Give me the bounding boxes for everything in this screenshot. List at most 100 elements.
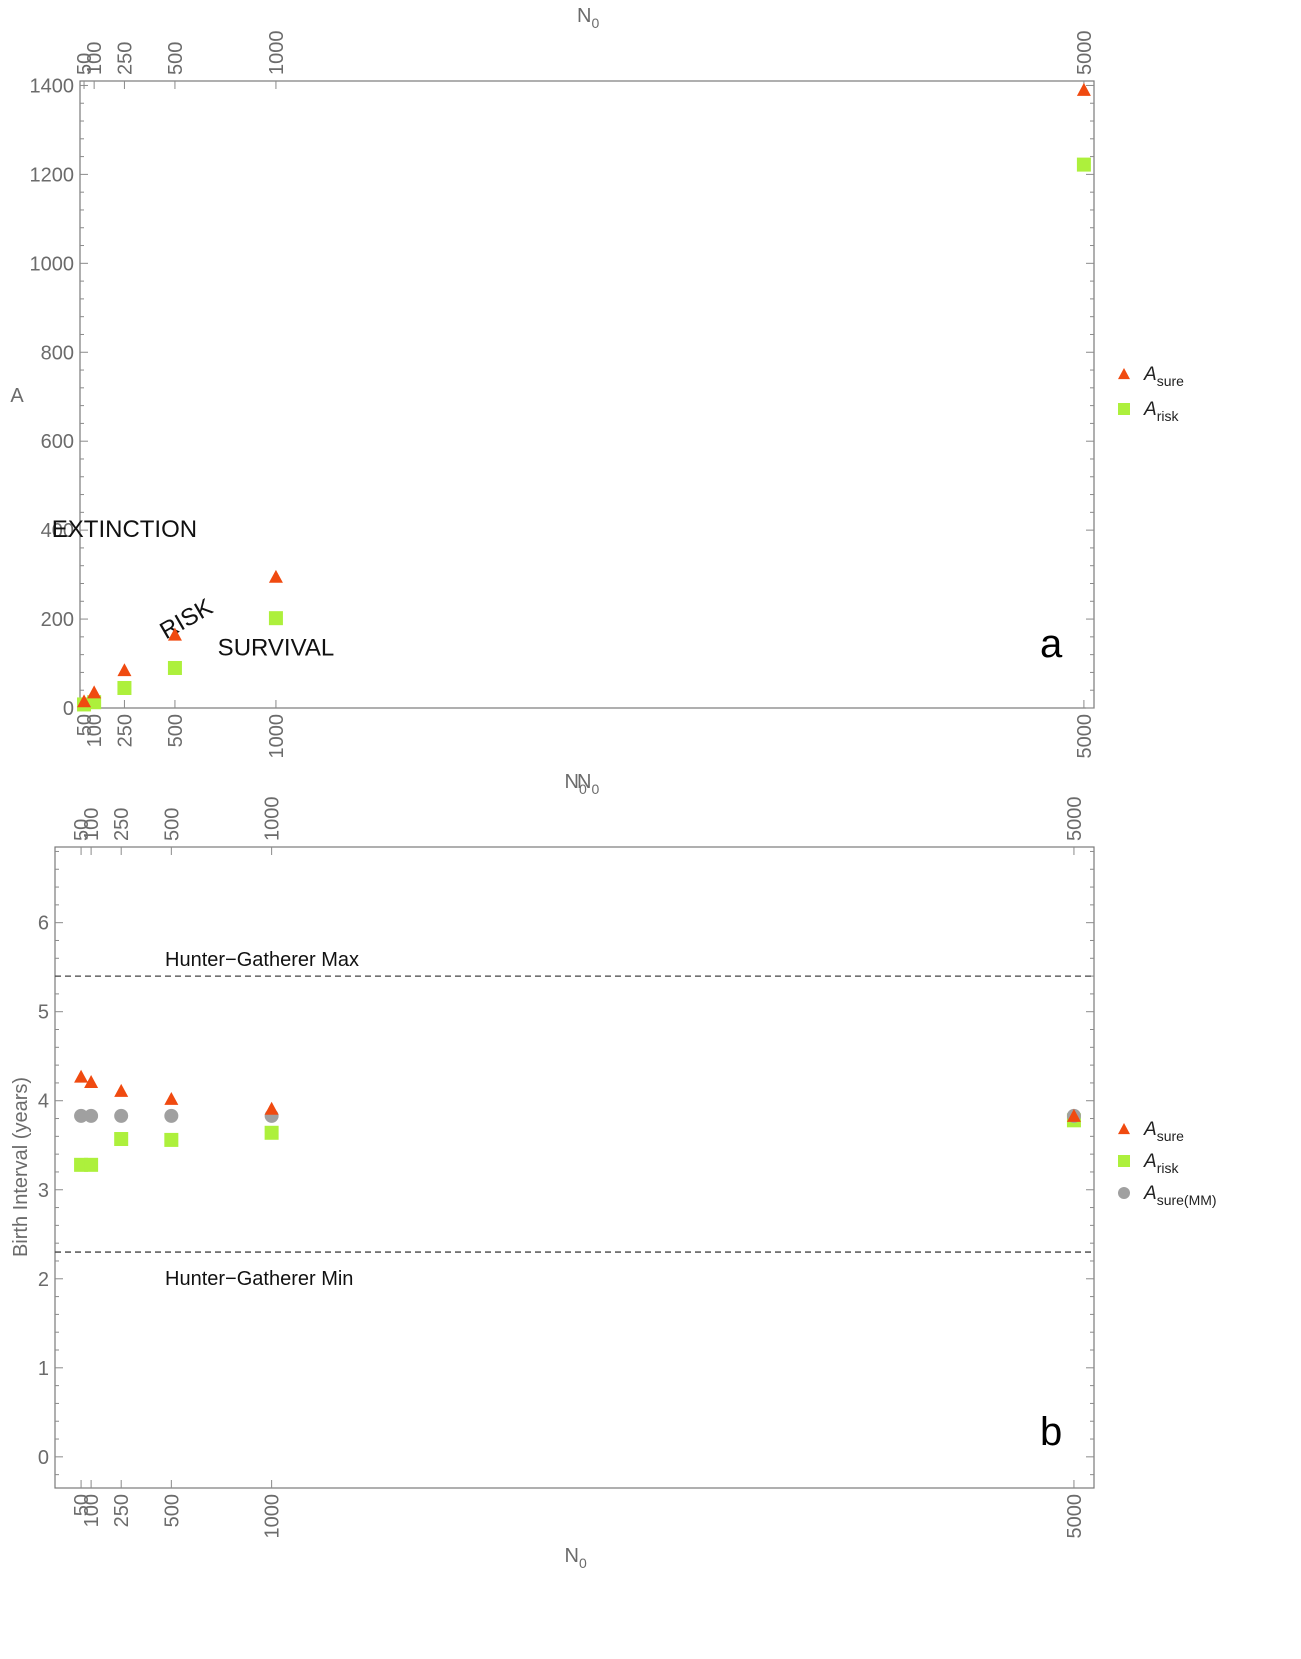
panel-a-chart: 0200400600800100012001400505010010025025…: [10, 5, 1184, 797]
legend-entry-label: Asure(MM): [1143, 1183, 1217, 1208]
reference-line-label: Hunter−Gatherer Max: [165, 949, 359, 971]
x-tick-label-top: 1000: [262, 797, 284, 842]
panel-letter: b: [1040, 1410, 1062, 1454]
x-axis-title-top-sub: 0: [579, 781, 587, 797]
data-point-triangle: [1076, 82, 1091, 96]
data-point-triangle: [117, 663, 132, 677]
data-point-square: [264, 1125, 279, 1140]
x-tick-label-top: 100: [84, 42, 106, 75]
panel-b-chart: 0123456505010010025025050050010001000500…: [10, 771, 1217, 1571]
y-tick-label: 0: [38, 1447, 49, 1469]
y-tick-label: 1200: [30, 164, 75, 186]
legend-marker-square: [1118, 1155, 1130, 1167]
data-point-triangle: [167, 627, 182, 641]
x-tick-label-bottom: 100: [81, 1494, 103, 1527]
x-tick-label-top: 500: [161, 808, 183, 841]
x-tick-label-top: 5000: [1074, 31, 1096, 76]
x-tick-label-bottom: 5000: [1064, 1494, 1086, 1539]
x-tick-label-top: 1000: [266, 31, 288, 76]
x-tick-label-bottom: 5000: [1074, 714, 1096, 759]
y-axis-title: A: [10, 385, 24, 407]
x-tick-label-top: 100: [81, 808, 103, 841]
plot-frame: [79, 80, 1095, 709]
data-point-triangle: [114, 1083, 129, 1097]
x-tick-label-top: 250: [114, 42, 136, 75]
legend-entry-label: Asure: [1143, 364, 1184, 389]
x-tick-label-top: 250: [111, 808, 133, 841]
region-annotation: SURVIVAL: [218, 635, 335, 662]
y-tick-label: 400: [41, 520, 74, 542]
data-point-circle: [74, 1108, 89, 1123]
data-point-triangle: [264, 1101, 279, 1115]
x-axis-title-top-main: N: [565, 771, 579, 793]
x-tick-label-top: 5000: [1064, 797, 1086, 842]
y-tick-label: 1000: [30, 253, 75, 275]
data-point-circle: [164, 1108, 179, 1123]
y-tick-label: 800: [41, 342, 74, 364]
x-axis-title-bottom-sub: 0: [579, 1555, 587, 1571]
legend-entry-label-main: A: [1143, 399, 1157, 420]
x-axis-title-top-sub: 0: [591, 15, 599, 31]
data-point-circle: [84, 1108, 99, 1123]
data-point-triangle: [164, 1091, 179, 1105]
data-point-square: [114, 1132, 129, 1147]
x-axis-title-bottom-main: N: [577, 771, 591, 793]
x-tick-label-top: 50: [71, 819, 93, 841]
x-axis-title-bottom: N0: [565, 1545, 587, 1571]
legend-marker-circle: [1118, 1187, 1130, 1199]
x-axis-title-bottom-main: N: [565, 1545, 579, 1567]
x-axis-title-bottom-sub: 0: [591, 781, 599, 797]
y-tick-label: 4: [38, 1091, 49, 1113]
data-point-triangle: [87, 685, 102, 699]
reference-line-label: Hunter−Gatherer Min: [165, 1268, 353, 1290]
y-tick-label: 1400: [30, 75, 75, 97]
y-axis-title: Birth Interval (years): [10, 1077, 32, 1257]
panel-letter: a: [1040, 622, 1063, 666]
data-point-square: [84, 1157, 99, 1172]
x-tick-label-bottom: 50: [74, 714, 96, 736]
data-point-triangle: [84, 1075, 99, 1088]
legend-entry-label-main: A: [1143, 1151, 1157, 1172]
y-tick-label: 600: [41, 431, 74, 453]
data-point-square: [167, 660, 182, 675]
plot-frame: [54, 846, 1095, 1489]
x-axis-title-top: N0: [565, 771, 587, 797]
legend-entry-label-main: A: [1143, 1183, 1157, 1204]
legend-entry-label: Asure: [1143, 1119, 1184, 1144]
y-tick-label: 2: [38, 1269, 49, 1291]
data-point-square: [87, 695, 102, 710]
data-point-square: [1076, 157, 1091, 172]
x-tick-label-bottom: 250: [111, 1494, 133, 1527]
data-point-square: [117, 680, 132, 695]
y-tick-label: 5: [38, 1002, 49, 1024]
legend-entry-label: Arisk: [1143, 1151, 1179, 1176]
x-tick-label-bottom: 500: [161, 1494, 183, 1527]
data-point-triangle: [268, 569, 283, 583]
legend-entry-label-main: A: [1143, 364, 1157, 385]
data-point-triangle: [1066, 1108, 1081, 1122]
legend-entry-label-main: A: [1143, 1119, 1157, 1140]
x-axis-title-top-main: N: [577, 5, 591, 27]
data-point-triangle: [74, 1069, 89, 1083]
y-tick-label: 3: [38, 1180, 49, 1202]
legend-entry-label-sub: sure: [1157, 1128, 1184, 1144]
y-tick-label: 6: [38, 913, 49, 935]
legend-entry-label: Arisk: [1143, 399, 1179, 424]
legend-entry-label-sub: risk: [1157, 1160, 1180, 1176]
legend-marker-triangle: [1118, 1123, 1130, 1135]
legend-entry-label-sub: sure: [1157, 373, 1184, 389]
x-tick-label-bottom: 100: [84, 714, 106, 747]
data-point-square: [164, 1132, 179, 1147]
legend-entry-label-sub: sure(MM): [1157, 1192, 1217, 1208]
x-tick-label-bottom: 250: [114, 714, 136, 747]
x-tick-label-bottom: 50: [71, 1494, 93, 1516]
data-point-square: [268, 611, 283, 626]
x-axis-title-top: N0: [577, 5, 599, 31]
legend-marker-triangle: [1118, 368, 1130, 380]
x-axis-title-bottom: N0: [577, 771, 599, 797]
x-tick-label-top: 500: [165, 42, 187, 75]
legend-entry-label-sub: risk: [1157, 408, 1180, 424]
x-tick-label-bottom: 500: [165, 714, 187, 747]
y-tick-label: 1: [38, 1358, 49, 1380]
